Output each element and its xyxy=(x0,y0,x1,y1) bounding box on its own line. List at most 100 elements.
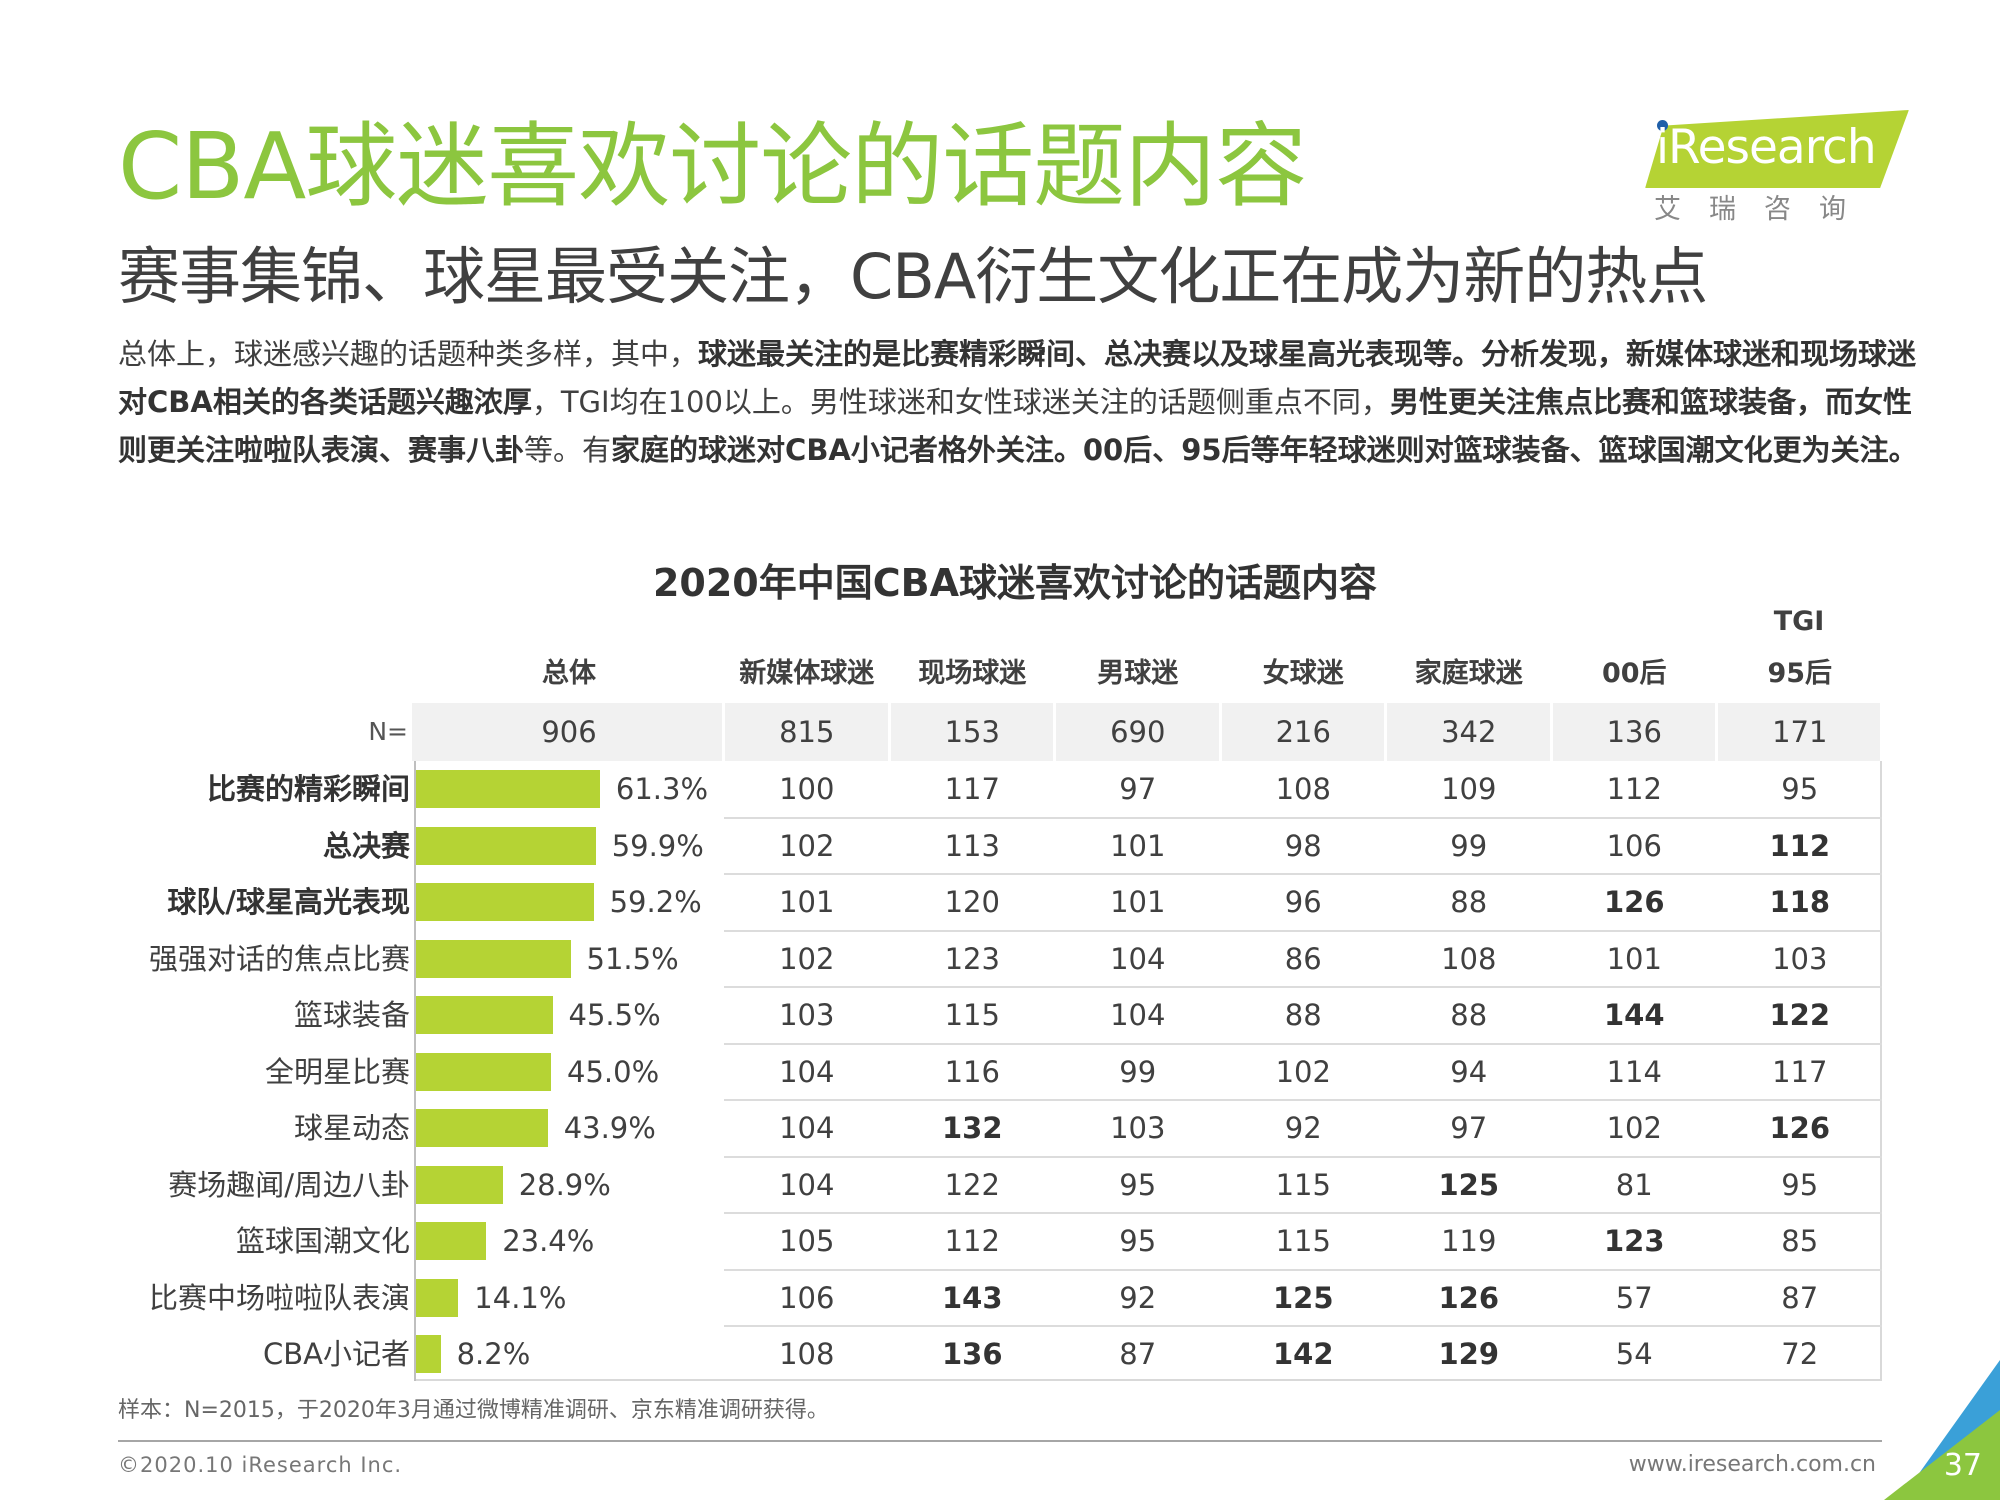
bar-value-label: 14.1% xyxy=(474,1280,567,1315)
tgi-cell: 95 xyxy=(1119,1167,1157,1202)
tgi-cell: 117 xyxy=(1772,1054,1828,1089)
tgi-cell: 120 xyxy=(944,885,1000,919)
logo-chinese: 艾瑞咨询 xyxy=(1654,194,1874,225)
row-divider xyxy=(724,1268,1882,1271)
tgi-cell: 102 xyxy=(1275,1054,1331,1089)
tgi-cell: 106 xyxy=(779,1280,835,1315)
tgi-cell: 103 xyxy=(1772,941,1828,976)
tgi-cell: 104 xyxy=(779,1167,835,1202)
tgi-cell: 95 xyxy=(1781,772,1819,806)
intro-paragraph: 总体上，球迷感兴趣的话题种类多样，其中，球迷最关注的是比赛精彩瞬间、总决赛以及球… xyxy=(118,330,1918,474)
bar-value-label: 59.2% xyxy=(609,885,702,919)
n-row-separator xyxy=(1384,703,1387,761)
tgi-cell: 97 xyxy=(1450,1111,1488,1145)
tgi-cell: 122 xyxy=(944,1167,1000,1202)
tgi-cell: 118 xyxy=(1769,885,1831,919)
column-header-4: 女球迷 xyxy=(1262,658,1344,689)
intro-text-1: 总体上，球迷感兴趣的话题种类多样，其中， xyxy=(118,337,699,371)
tgi-cell: 95 xyxy=(1781,1167,1819,1202)
row-label: 比赛的精彩瞬间 xyxy=(206,772,410,806)
tgi-cell: 104 xyxy=(779,1054,835,1089)
bar xyxy=(416,1052,551,1091)
tgi-cell: 101 xyxy=(1110,828,1166,863)
n-value-3: 690 xyxy=(1110,715,1166,749)
tgi-cell: 108 xyxy=(779,1337,835,1371)
n-row-separator xyxy=(1218,703,1222,761)
n-row-separator xyxy=(1715,703,1718,761)
tgi-cell: 126 xyxy=(1438,1280,1500,1315)
n-row-separator xyxy=(722,703,725,761)
column-header-3: 男球迷 xyxy=(1097,658,1179,689)
logo-dot xyxy=(1657,120,1668,131)
tgi-cell: 104 xyxy=(1110,941,1166,976)
tgi-cell: 101 xyxy=(1606,941,1662,976)
tgi-cell: 114 xyxy=(1606,1054,1662,1089)
tgi-cell: 94 xyxy=(1450,1054,1488,1089)
tgi-cell: 112 xyxy=(1606,772,1662,806)
column-header-1: 新媒体球迷 xyxy=(739,658,875,689)
bar xyxy=(416,826,596,865)
column-header-5: 家庭球迷 xyxy=(1414,658,1523,689)
n-row-separator xyxy=(1549,703,1553,761)
row-divider xyxy=(724,1325,1882,1327)
tgi-cell: 125 xyxy=(1272,1280,1334,1315)
tgi-cell: 116 xyxy=(944,1054,1000,1089)
row-divider xyxy=(724,1099,1882,1101)
tgi-cell: 106 xyxy=(1606,828,1662,863)
tgi-cell: 95 xyxy=(1119,1224,1157,1258)
tgi-cell: 88 xyxy=(1450,885,1488,919)
bar xyxy=(416,1278,459,1317)
n-value-overall: 906 xyxy=(541,715,597,749)
tgi-cell: 54 xyxy=(1615,1337,1653,1371)
tgi-cell: 103 xyxy=(1110,1111,1166,1145)
bar xyxy=(416,996,553,1034)
tgi-cell: 113 xyxy=(944,828,1000,863)
tgi-cell: 126 xyxy=(1769,1111,1831,1145)
footer-divider xyxy=(118,1440,1882,1442)
bar-value-label: 43.9% xyxy=(563,1111,656,1145)
intro-bold-3: 家庭的球迷对CBA小记者格外关注。00后、95后等年轻球迷则对篮球装备、篮球国潮… xyxy=(611,433,1918,467)
tgi-cell: 102 xyxy=(779,828,835,863)
intro-text-2: ，TGI均在100以上。男性球迷和女性球迷关注的话题侧重点不同， xyxy=(531,385,1390,419)
tgi-cell: 126 xyxy=(1603,885,1665,919)
website-link[interactable]: www.iresearch.com.cn xyxy=(1628,1452,1876,1477)
table-frame xyxy=(414,761,1882,1381)
bar-value-label: 28.9% xyxy=(518,1167,611,1202)
tgi-cell: 101 xyxy=(779,885,835,919)
tgi-cell: 101 xyxy=(1110,885,1166,919)
bar xyxy=(416,883,594,921)
tgi-cell: 129 xyxy=(1438,1337,1500,1371)
row-label: 球队/球星高光表现 xyxy=(167,885,410,919)
tgi-cell: 123 xyxy=(1603,1224,1665,1258)
bar-axis xyxy=(414,761,416,1381)
column-header-6: 00后 xyxy=(1601,658,1667,689)
tgi-cell: 122 xyxy=(1769,998,1831,1032)
tgi-cell: 85 xyxy=(1781,1224,1819,1258)
tgi-cell: 125 xyxy=(1438,1167,1500,1202)
tgi-cell: 86 xyxy=(1284,941,1322,976)
logo-wordmark: iResearch xyxy=(1656,120,1877,175)
tgi-cell: 104 xyxy=(1110,998,1166,1032)
tgi-cell: 96 xyxy=(1284,885,1322,919)
chart-title: 2020年中国CBA球迷喜欢讨论的话题内容 xyxy=(652,561,1378,605)
tgi-cell: 108 xyxy=(1275,772,1331,806)
tgi-cell: 132 xyxy=(941,1111,1003,1145)
row-label: 强强对话的焦点比赛 xyxy=(148,941,410,976)
n-value-4: 216 xyxy=(1275,715,1331,749)
tgi-cell: 143 xyxy=(941,1280,1003,1315)
tgi-cell: 123 xyxy=(944,941,1000,976)
tgi-cell: 100 xyxy=(779,772,835,806)
tgi-cell: 112 xyxy=(1769,828,1831,863)
n-value-2: 153 xyxy=(944,715,1000,749)
tgi-cell: 81 xyxy=(1615,1167,1653,1202)
n-value-7: 171 xyxy=(1772,715,1828,749)
tgi-cell: 117 xyxy=(944,772,1000,806)
intro-bold-1: 球迷最关注的是比赛精彩瞬间、总决赛以及球星高光表现等。分析发现，新媒体球迷和现场… xyxy=(118,337,1917,419)
intro-bold-2: 男性更关注焦点比赛和篮球装备，而女性则更关注啦啦队表演、赛事八卦 xyxy=(118,385,1912,467)
tgi-cell: 136 xyxy=(941,1337,1003,1371)
n-row-separator xyxy=(887,703,891,761)
row-label: CBA小记者 xyxy=(263,1337,410,1371)
tgi-cell: 109 xyxy=(1441,772,1497,806)
tgi-cell: 92 xyxy=(1284,1111,1322,1145)
n-value-6: 136 xyxy=(1606,715,1662,749)
